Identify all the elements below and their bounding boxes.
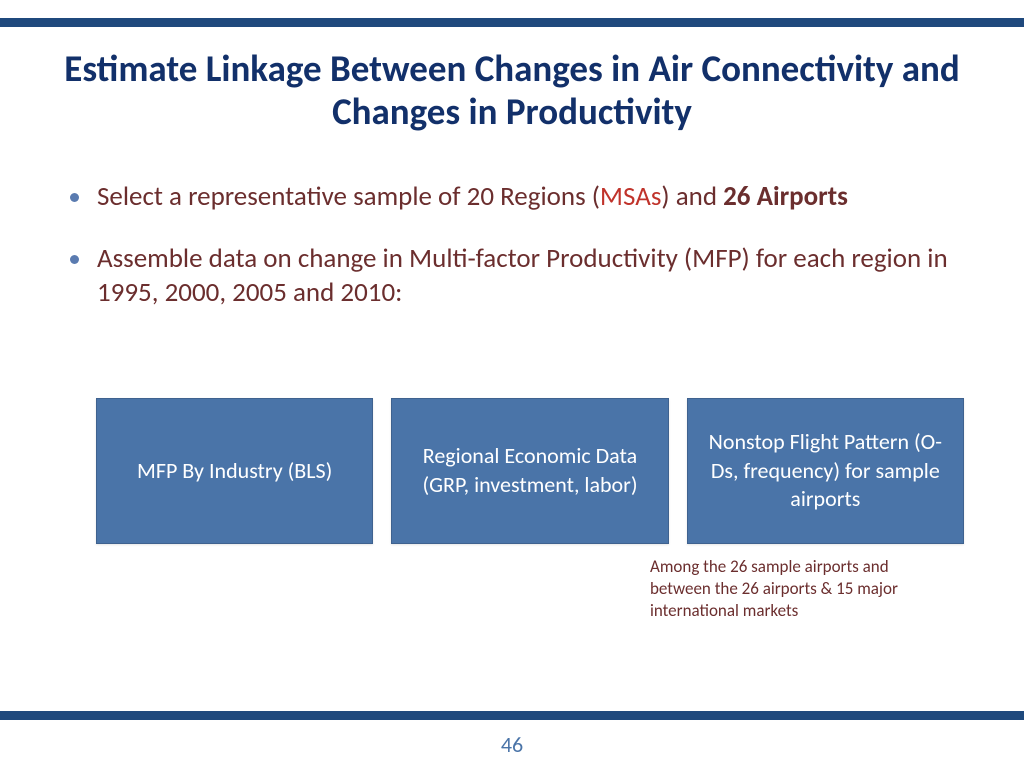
bold-text: 26 Airports bbox=[723, 180, 848, 213]
bottom-accent-bar bbox=[0, 711, 1024, 720]
info-boxes-row: MFP By Industry (BLS)Regional Economic D… bbox=[96, 398, 964, 544]
slide-title: Estimate Linkage Between Changes in Air … bbox=[40, 48, 984, 133]
footnote-text: Among the 26 sample airports and between… bbox=[650, 556, 950, 622]
slide: Estimate Linkage Between Changes in Air … bbox=[0, 0, 1024, 768]
bullet-item: Assemble data on change in Multi-factor … bbox=[70, 242, 964, 310]
bullet-dot-icon bbox=[70, 255, 79, 264]
info-box: Regional Economic Data (GRP, investment,… bbox=[391, 398, 668, 544]
page-number: 46 bbox=[0, 731, 1024, 758]
bullet-list: Select a representative sample of 20 Reg… bbox=[70, 180, 964, 337]
body-text: Assemble data on change in Multi-factor … bbox=[97, 242, 948, 309]
info-box: Nonstop Flight Pattern (O-Ds, frequency)… bbox=[687, 398, 964, 544]
top-accent-bar bbox=[0, 18, 1024, 27]
body-text: ) and bbox=[661, 180, 723, 213]
highlight-text: MSAs bbox=[600, 180, 661, 213]
bullet-text: Select a representative sample of 20 Reg… bbox=[97, 180, 964, 214]
info-box: MFP By Industry (BLS) bbox=[96, 398, 373, 544]
bullet-dot-icon bbox=[70, 193, 79, 202]
body-text: Select a representative sample of 20 Reg… bbox=[97, 180, 600, 213]
bullet-text: Assemble data on change in Multi-factor … bbox=[97, 242, 964, 310]
bullet-item: Select a representative sample of 20 Reg… bbox=[70, 180, 964, 214]
